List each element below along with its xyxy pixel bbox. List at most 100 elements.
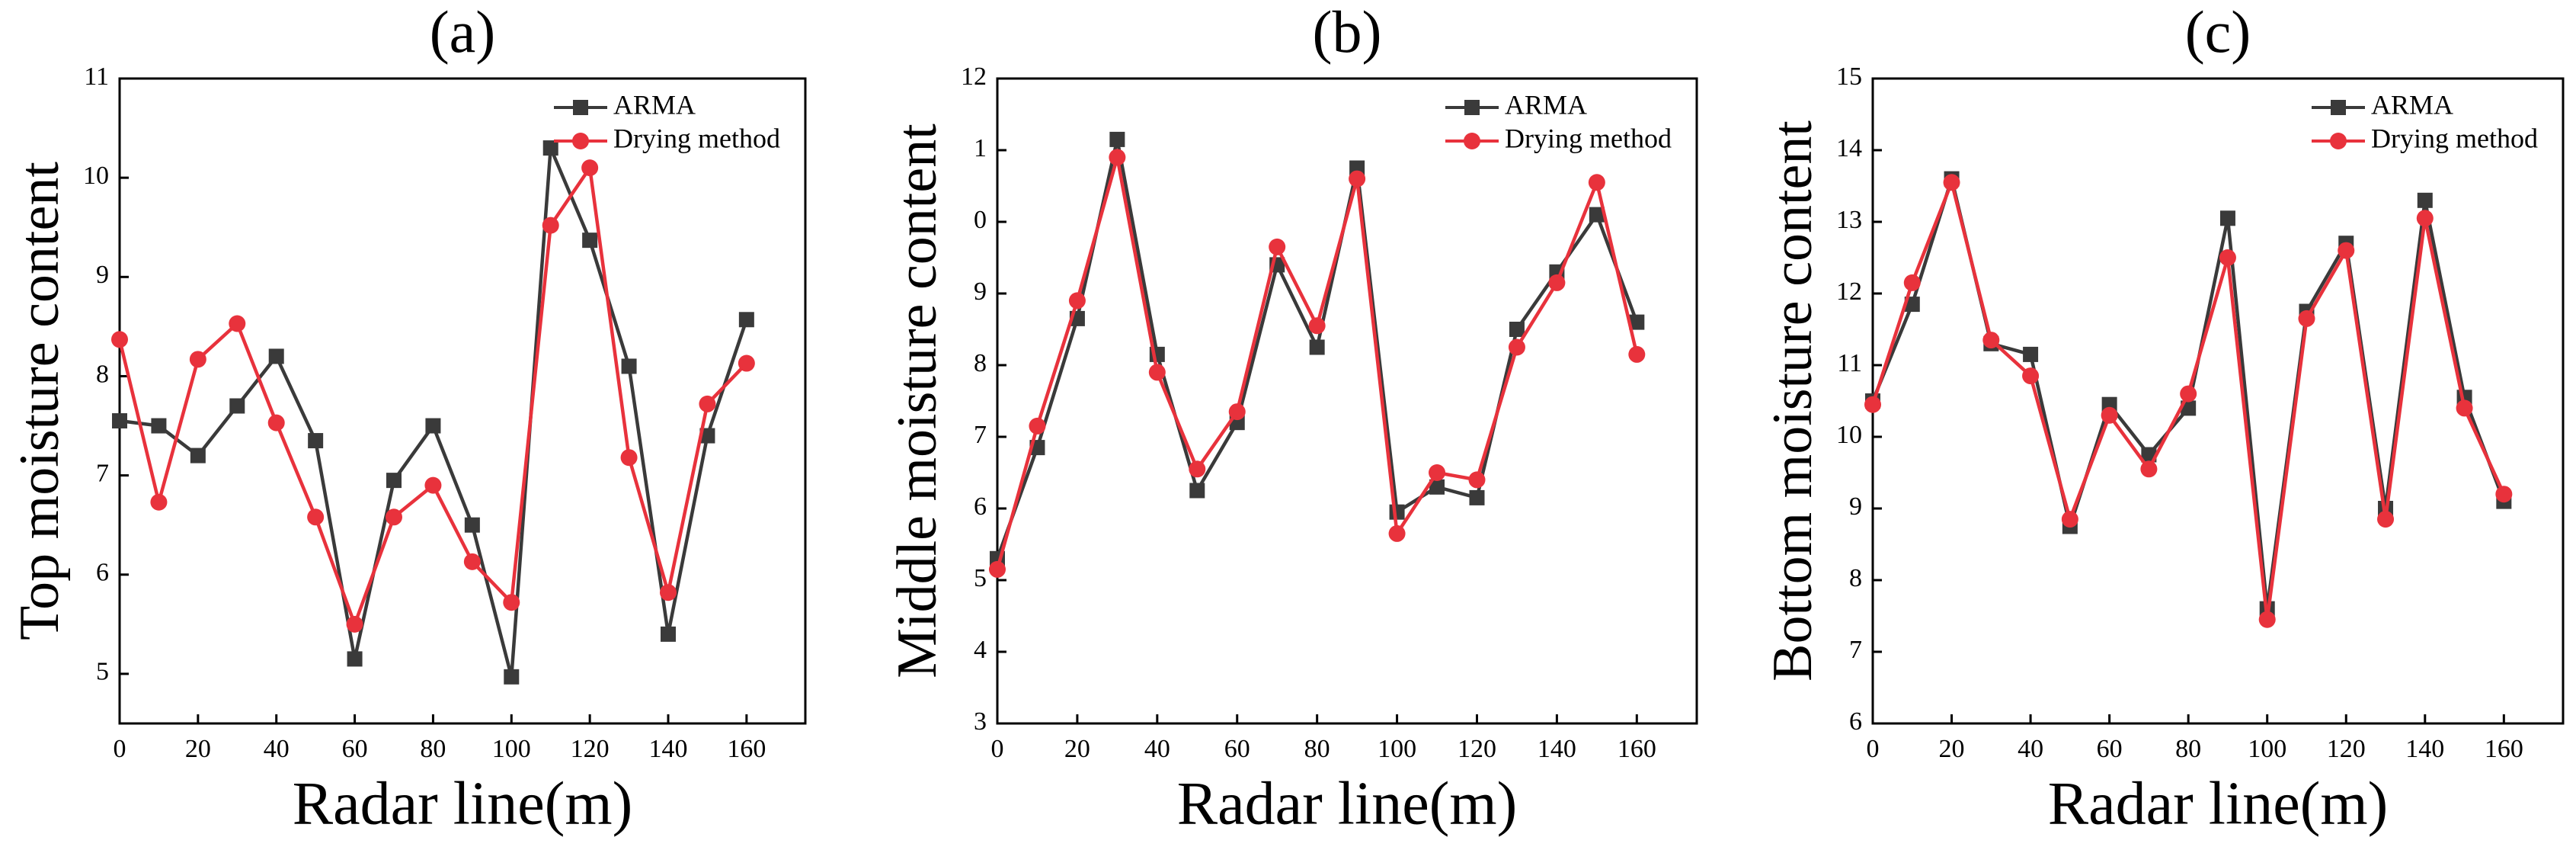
marker <box>1308 317 1326 335</box>
y-tick-label: 9 <box>96 261 109 289</box>
marker <box>2022 367 2040 385</box>
plot-frame <box>996 77 1698 725</box>
legend-marker <box>2331 100 2346 115</box>
y-tick-label: 6 <box>1849 707 1862 736</box>
marker <box>2495 486 2513 503</box>
marker <box>2219 249 2236 266</box>
y-tick-label: 5 <box>96 658 109 686</box>
marker <box>582 233 598 249</box>
marker <box>2338 242 2355 259</box>
marker <box>620 449 638 467</box>
x-tick-label: 100 <box>492 735 531 763</box>
y-tick-label: 5 <box>974 564 987 592</box>
legend-marker <box>573 100 588 115</box>
y-tick-label: 10 <box>83 162 109 190</box>
y-tick-label: 11 <box>84 63 109 91</box>
marker <box>989 560 1006 578</box>
x-tick-label: 120 <box>571 735 610 763</box>
marker <box>425 418 441 434</box>
marker <box>1429 464 1446 481</box>
x-tick-label: 80 <box>420 735 446 763</box>
legend-label: ARMA <box>2371 89 2453 120</box>
y-tick-label: 8 <box>1849 564 1862 592</box>
y-tick-label: 11 <box>1837 349 1862 377</box>
series-line <box>119 147 748 678</box>
y-tick-label: 1 <box>974 134 987 162</box>
marker <box>738 312 754 328</box>
x-tick-label: 60 <box>1224 735 1250 763</box>
legend-marker <box>572 133 589 149</box>
legend-label: Drying method <box>1505 123 1672 153</box>
marker <box>386 473 402 489</box>
x-tick-label: 100 <box>1378 735 1416 763</box>
marker <box>1109 131 1125 147</box>
marker <box>1388 524 1406 542</box>
marker <box>2140 460 2158 478</box>
y-tick-label: 8 <box>96 360 109 388</box>
x-axis-label: Radar line(m) <box>2048 770 2388 837</box>
marker <box>542 217 559 234</box>
marker <box>2298 310 2315 327</box>
marker <box>112 413 127 429</box>
marker <box>268 348 284 364</box>
marker <box>542 140 558 156</box>
y-tick-label: 10 <box>1836 421 1862 449</box>
x-tick-label: 120 <box>2327 735 2366 763</box>
legend-marker <box>1464 133 1480 149</box>
marker <box>1429 479 1445 495</box>
x-tick-label: 60 <box>2097 735 2123 763</box>
marker <box>463 553 481 570</box>
marker <box>2219 210 2235 226</box>
x-tick-label: 20 <box>185 735 211 763</box>
x-tick-label: 20 <box>1064 735 1090 763</box>
x-tick-label: 160 <box>727 735 766 763</box>
y-tick-label: 8 <box>974 349 987 377</box>
x-axis-label: Radar line(m) <box>1177 770 1517 837</box>
x-tick-label: 0 <box>991 735 1004 763</box>
x-tick-label: 0 <box>1867 735 1880 763</box>
marker <box>111 331 128 348</box>
chart-title: (a) <box>430 0 496 65</box>
legend-label: ARMA <box>1505 89 1587 120</box>
x-tick-label: 60 <box>342 735 368 763</box>
chart-panel: (a) Radar line(m) Top moisture content 0 20 4… <box>8 0 807 837</box>
y-tick-label: 0 <box>974 206 987 234</box>
marker <box>1349 170 1366 188</box>
chart-panel: (c) Radar line(m) Bottom moisture content 0… <box>1762 0 2565 837</box>
marker <box>738 354 755 372</box>
x-tick-label: 20 <box>1939 735 1965 763</box>
marker <box>1468 471 1486 489</box>
marker <box>660 584 677 601</box>
marker <box>150 493 168 511</box>
marker <box>2023 346 2039 362</box>
y-tick-label: 6 <box>96 559 109 587</box>
marker <box>1228 403 1246 421</box>
marker <box>1548 274 1566 291</box>
x-tick-label: 0 <box>114 735 126 763</box>
x-tick-label: 160 <box>2485 735 2523 763</box>
y-tick-label: 14 <box>1836 134 1862 162</box>
marker <box>1589 207 1605 223</box>
y-tick-label: 4 <box>974 636 987 664</box>
marker <box>1068 292 1086 310</box>
x-tick-label: 80 <box>1304 735 1330 763</box>
x-axis-label: Radar line(m) <box>293 770 632 837</box>
marker <box>1309 339 1325 355</box>
y-tick-label: 13 <box>1836 206 1862 234</box>
series-line <box>995 156 1639 570</box>
x-tick-label: 80 <box>2175 735 2201 763</box>
marker <box>1189 483 1205 499</box>
y-tick-label: 3 <box>974 707 987 736</box>
x-tick-label: 40 <box>1144 735 1170 763</box>
y-tick-label: 9 <box>974 277 987 306</box>
marker <box>229 315 246 332</box>
marker <box>424 476 442 494</box>
x-tick-label: 140 <box>1538 735 1576 763</box>
y-tick-label: 6 <box>974 492 987 521</box>
y-tick-label: 7 <box>974 421 987 449</box>
marker <box>1982 332 2000 349</box>
marker <box>190 447 206 463</box>
y-tick-label: 12 <box>961 63 987 91</box>
marker <box>1029 417 1046 435</box>
